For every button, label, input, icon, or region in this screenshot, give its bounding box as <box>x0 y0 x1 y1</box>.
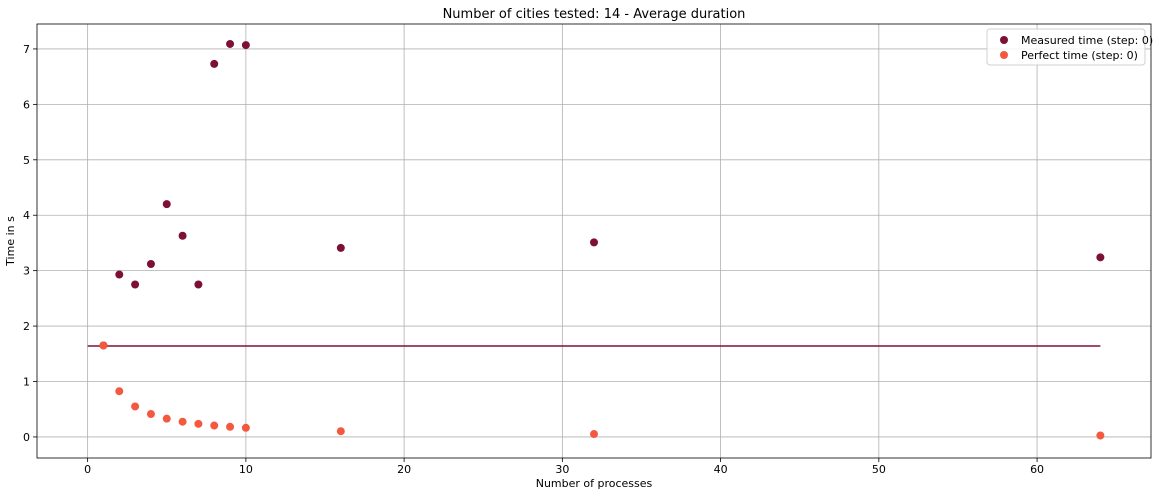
legend-label: Measured time (step: 0) <box>1021 34 1153 47</box>
x-tick-label: 50 <box>872 463 886 476</box>
y-tick-label: 7 <box>23 43 30 56</box>
measured-time-point <box>194 280 203 289</box>
measured-time-point <box>178 231 187 240</box>
x-tick-label: 20 <box>397 463 411 476</box>
legend-box <box>986 28 1146 66</box>
perfect-time-point <box>146 410 155 419</box>
legend-marker <box>1000 36 1008 44</box>
y-axis-label: Time in s <box>4 216 17 267</box>
perfect-time-point <box>178 417 187 426</box>
perfect-time-point <box>115 387 124 396</box>
measured-time-point <box>336 243 345 252</box>
y-tick-label: 6 <box>23 98 30 111</box>
perfect-time-point <box>210 421 219 430</box>
legend: Measured time (step: 0) Perfect time (ste… <box>986 28 1153 66</box>
measured-time-point <box>1096 253 1105 262</box>
perfect-time-point <box>194 419 203 428</box>
y-tick-label: 2 <box>23 320 30 333</box>
perfect-time-point <box>590 430 598 439</box>
x-tick-label: 30 <box>555 463 569 476</box>
y-tick-label: 1 <box>23 376 30 389</box>
perfect-time-point <box>241 423 250 432</box>
measured-time-point <box>226 39 235 48</box>
perfect-time-point <box>131 402 140 411</box>
x-axis-ticks: 0 10 20 30 40 50 60 <box>84 458 1044 476</box>
perfect-time-point <box>1096 431 1105 440</box>
y-tick-label: 0 <box>23 431 30 444</box>
x-tick-label: 10 <box>239 463 253 476</box>
x-tick-label: 40 <box>714 463 728 476</box>
perfect-time-point <box>99 341 108 350</box>
measured-time-point <box>241 41 250 50</box>
perfect-time-point <box>336 427 345 436</box>
plot-frame <box>36 23 1152 459</box>
legend-label: Perfect time (step: 0) <box>1021 49 1138 62</box>
perfect-time-point <box>162 414 171 423</box>
x-tick-label: 0 <box>84 463 91 476</box>
y-axis-ticks: 0 1 2 3 4 5 6 7 <box>23 43 37 444</box>
y-tick-label: 3 <box>23 265 30 278</box>
measured-time-point <box>115 270 124 279</box>
chart-title: Number of cities tested: 14 - Average du… <box>443 7 746 22</box>
measured-time-point <box>210 59 219 68</box>
y-tick-label: 4 <box>23 209 30 222</box>
measured-time-point <box>162 200 171 209</box>
measured-time-point <box>131 280 140 289</box>
measured-time-point <box>590 238 598 247</box>
x-tick-label: 60 <box>1030 463 1044 476</box>
legend-marker <box>1000 51 1008 59</box>
data-points <box>99 39 1105 440</box>
grid <box>37 24 1151 458</box>
x-axis-label: Number of processes <box>536 477 653 490</box>
measured-time-point <box>146 260 155 269</box>
perfect-time-point <box>226 422 235 431</box>
y-tick-label: 5 <box>23 154 30 167</box>
